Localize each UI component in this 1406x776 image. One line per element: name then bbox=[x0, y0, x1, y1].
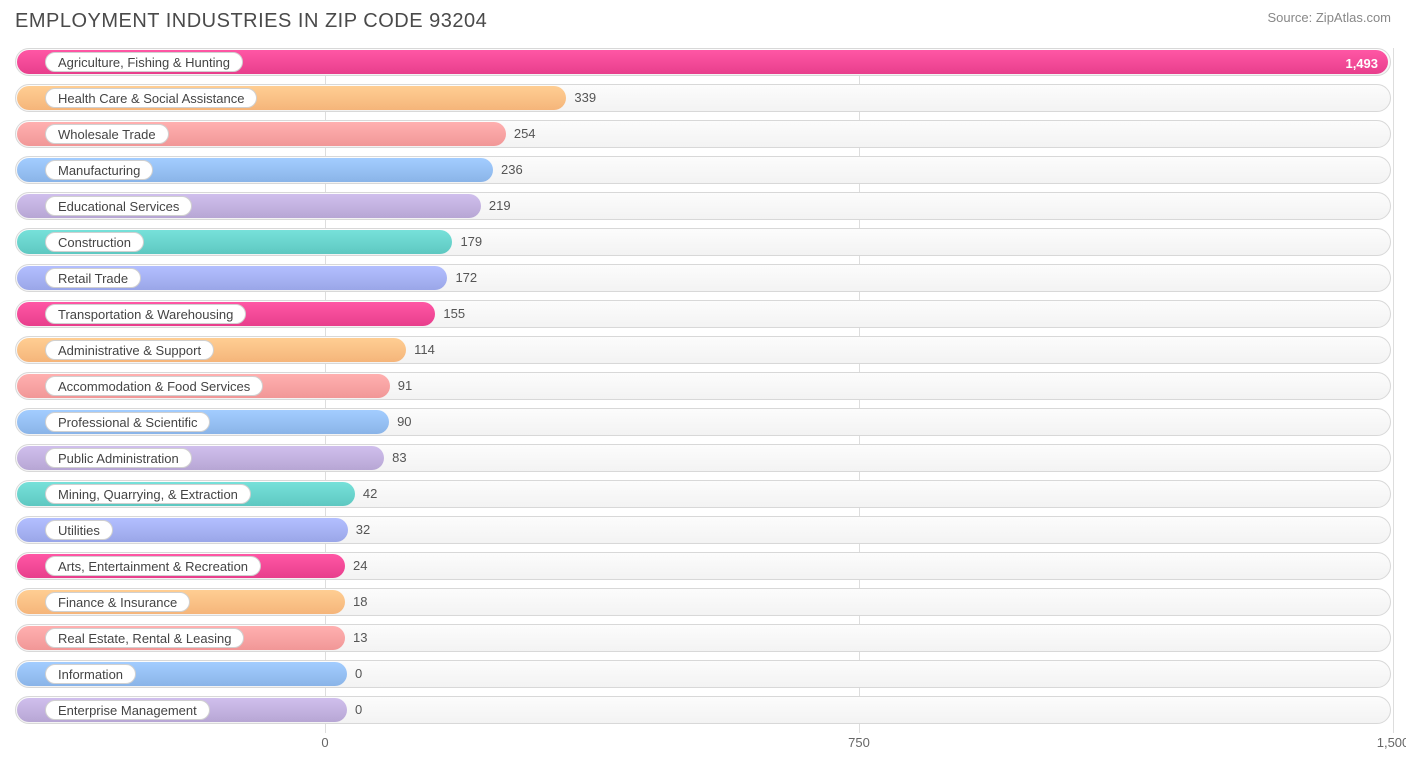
bar-label: Finance & Insurance bbox=[45, 592, 190, 612]
bar-label: Health Care & Social Assistance bbox=[45, 88, 257, 108]
bar-value: 91 bbox=[390, 372, 412, 400]
bar-label: Arts, Entertainment & Recreation bbox=[45, 556, 261, 576]
bar-row: Wholesale Trade 254 bbox=[15, 120, 1391, 148]
bar-row: Educational Services 219 bbox=[15, 192, 1391, 220]
bar-row: Information 0 bbox=[15, 660, 1391, 688]
bar-row: Transportation & Warehousing 155 bbox=[15, 300, 1391, 328]
bar-label: Accommodation & Food Services bbox=[45, 376, 263, 396]
bar-label: Construction bbox=[45, 232, 144, 252]
bar-value: 114 bbox=[406, 336, 435, 364]
bar-row: Professional & Scientific 90 bbox=[15, 408, 1391, 436]
bar-value: 0 bbox=[347, 660, 362, 688]
bar-value: 13 bbox=[345, 624, 367, 652]
bar-label: Mining, Quarrying, & Extraction bbox=[45, 484, 251, 504]
bar-label: Educational Services bbox=[45, 196, 192, 216]
bar-value: 236 bbox=[493, 156, 523, 184]
bar-row: Real Estate, Rental & Leasing 13 bbox=[15, 624, 1391, 652]
x-tick-label: 1,500 bbox=[1377, 735, 1406, 750]
bar-value: 32 bbox=[348, 516, 370, 544]
bar-label: Real Estate, Rental & Leasing bbox=[45, 628, 244, 648]
bar-row: Finance & Insurance 18 bbox=[15, 588, 1391, 616]
bar-row: Enterprise Management 0 bbox=[15, 696, 1391, 724]
bar-value: 18 bbox=[345, 588, 367, 616]
gridline bbox=[1393, 48, 1394, 733]
bar-value: 83 bbox=[384, 444, 406, 472]
x-axis: 07501,500 bbox=[15, 735, 1391, 760]
bar-row: Construction 179 bbox=[15, 228, 1391, 256]
bar-label: Administrative & Support bbox=[45, 340, 214, 360]
bar-row: Utilities 32 bbox=[15, 516, 1391, 544]
bar-row: Arts, Entertainment & Recreation 24 bbox=[15, 552, 1391, 580]
bar-label: Manufacturing bbox=[45, 160, 153, 180]
bar-value: 172 bbox=[447, 264, 477, 292]
bar-label: Transportation & Warehousing bbox=[45, 304, 246, 324]
bar-label: Public Administration bbox=[45, 448, 192, 468]
bar-label: Utilities bbox=[45, 520, 113, 540]
bar-value: 0 bbox=[347, 696, 362, 724]
bar-row: 1,493 Agriculture, Fishing & Hunting bbox=[15, 48, 1391, 76]
bar-value: 219 bbox=[481, 192, 511, 220]
chart-title: EMPLOYMENT INDUSTRIES IN ZIP CODE 93204 bbox=[15, 10, 487, 33]
bar-value: 42 bbox=[355, 480, 377, 508]
bar-value: 24 bbox=[345, 552, 367, 580]
bar-value: 1,493 bbox=[1345, 50, 1378, 78]
bar-row: Public Administration 83 bbox=[15, 444, 1391, 472]
bar-value: 155 bbox=[435, 300, 465, 328]
bar-value: 254 bbox=[506, 120, 536, 148]
bar-row: Manufacturing 236 bbox=[15, 156, 1391, 184]
x-tick-label: 0 bbox=[321, 735, 328, 750]
bar-label: Enterprise Management bbox=[45, 700, 210, 720]
bar-label: Wholesale Trade bbox=[45, 124, 169, 144]
bar-label: Agriculture, Fishing & Hunting bbox=[45, 52, 243, 72]
chart-source: Source: ZipAtlas.com bbox=[1267, 10, 1391, 25]
bar-row: Retail Trade 172 bbox=[15, 264, 1391, 292]
bar-value: 90 bbox=[389, 408, 411, 436]
chart-area: 1,493 Agriculture, Fishing & Hunting Healt… bbox=[15, 48, 1391, 743]
bar-label: Professional & Scientific bbox=[45, 412, 210, 432]
bar-value: 179 bbox=[452, 228, 482, 256]
bar-label: Information bbox=[45, 664, 136, 684]
bar-value: 339 bbox=[566, 84, 596, 112]
bar-row: Mining, Quarrying, & Extraction 42 bbox=[15, 480, 1391, 508]
bar-row: Administrative & Support 114 bbox=[15, 336, 1391, 364]
x-tick-label: 750 bbox=[848, 735, 870, 750]
bar-row: Health Care & Social Assistance 339 bbox=[15, 84, 1391, 112]
bar-row: Accommodation & Food Services 91 bbox=[15, 372, 1391, 400]
bar-label: Retail Trade bbox=[45, 268, 141, 288]
